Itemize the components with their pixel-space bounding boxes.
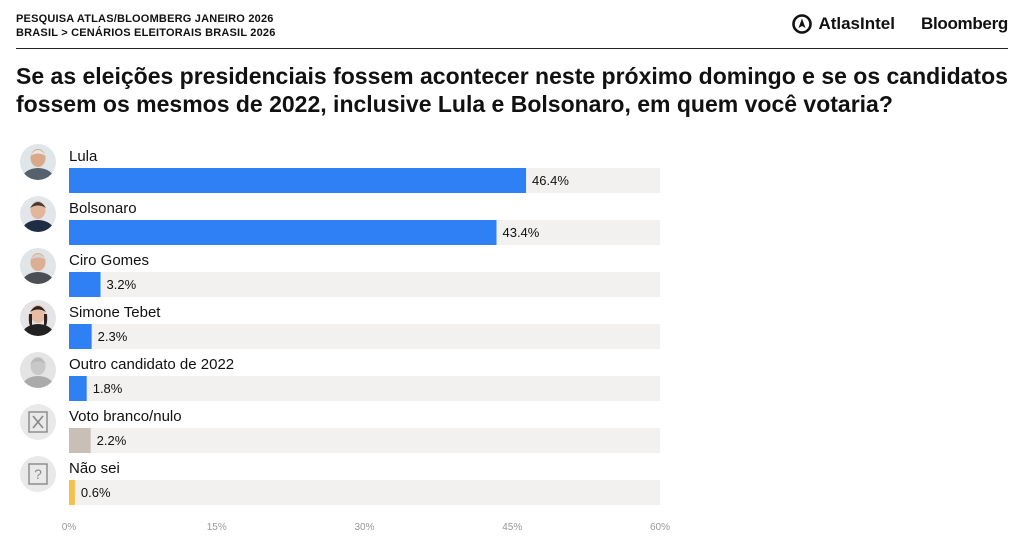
breadcrumb-root[interactable]: BRASIL (16, 27, 58, 39)
bar[interactable] (69, 168, 527, 193)
bar-value-label: 46.4% (532, 173, 569, 188)
blank-vote-icon (20, 404, 56, 440)
bar-row: Bolsonaro 43.4% (20, 196, 660, 245)
x-tick-label: 45% (502, 522, 522, 533)
person-bolsonaro-icon (20, 196, 56, 232)
bar[interactable] (69, 376, 87, 401)
bar-value-label: 1.8% (93, 381, 123, 396)
bar-row: Simone Tebet 2.3% (20, 300, 660, 349)
survey-title: PESQUISA ATLAS/BLOOMBERG JANEIRO 2026 (16, 13, 274, 25)
bar[interactable] (69, 220, 497, 245)
breadcrumb-separator: > (61, 27, 68, 39)
header: PESQUISA ATLAS/BLOOMBERG JANEIRO 2026 BR… (16, 12, 1008, 48)
bar-track (69, 272, 660, 297)
x-tick-label: 15% (207, 522, 227, 533)
bloomberg-logo: Bloomberg (920, 14, 1008, 33)
bar[interactable] (69, 480, 75, 505)
x-tick-label: 30% (354, 522, 374, 533)
bar-row: Ciro Gomes 3.2% (20, 248, 660, 297)
person-generic-icon (20, 352, 56, 388)
bar-row: ? Não sei 0.6% (20, 456, 660, 505)
category-label: Voto branco/nulo (69, 408, 182, 425)
brand-logos: AtlasIntel Bloomberg (792, 14, 1008, 34)
bar-value-label: 2.3% (98, 329, 128, 344)
category-label: Outro candidato de 2022 (69, 356, 234, 373)
person-ciro-icon (20, 248, 56, 284)
category-label: Ciro Gomes (69, 252, 149, 269)
category-label: Lula (69, 148, 98, 165)
header-divider (16, 48, 1008, 49)
breadcrumb-section[interactable]: CENÁRIOS ELEITORAIS BRASIL 2026 (71, 27, 276, 39)
category-label: Não sei (69, 460, 120, 477)
bar-track (69, 480, 660, 505)
category-label: Bolsonaro (69, 200, 137, 217)
bar-value-label: 43.4% (502, 225, 539, 240)
person-lula-icon (20, 144, 56, 180)
x-tick-label: 0% (62, 522, 77, 533)
bar-row: Lula 46.4% (20, 144, 660, 193)
bar-value-label: 0.6% (81, 485, 111, 500)
breadcrumb: BRASIL > CENÁRIOS ELEITORAIS BRASIL 2026 (16, 26, 1008, 40)
atlasintel-logo-icon (792, 14, 813, 34)
person-tebet-icon (20, 300, 56, 336)
svg-text:?: ? (34, 466, 42, 482)
chart-title: Se as eleições presidenciais fossem acon… (16, 63, 1008, 117)
bar-row: Voto branco/nulo 2.2% (20, 404, 660, 453)
bar-track (69, 324, 660, 349)
bar-row: Outro candidato de 2022 1.8% (20, 352, 660, 401)
category-label: Simone Tebet (69, 304, 161, 321)
bar[interactable] (69, 324, 92, 349)
bar-value-label: 3.2% (107, 277, 137, 292)
atlasintel-logo-text: AtlasIntel (818, 14, 895, 33)
bar-track (69, 428, 660, 453)
bar-track (69, 376, 660, 401)
question-mark-icon: ? (20, 456, 56, 492)
bar-value-label: 2.2% (97, 433, 127, 448)
atlasintel-logo: AtlasIntel (792, 14, 895, 34)
x-tick-label: 60% (650, 522, 670, 533)
bar[interactable] (69, 272, 101, 297)
bar[interactable] (69, 428, 91, 453)
